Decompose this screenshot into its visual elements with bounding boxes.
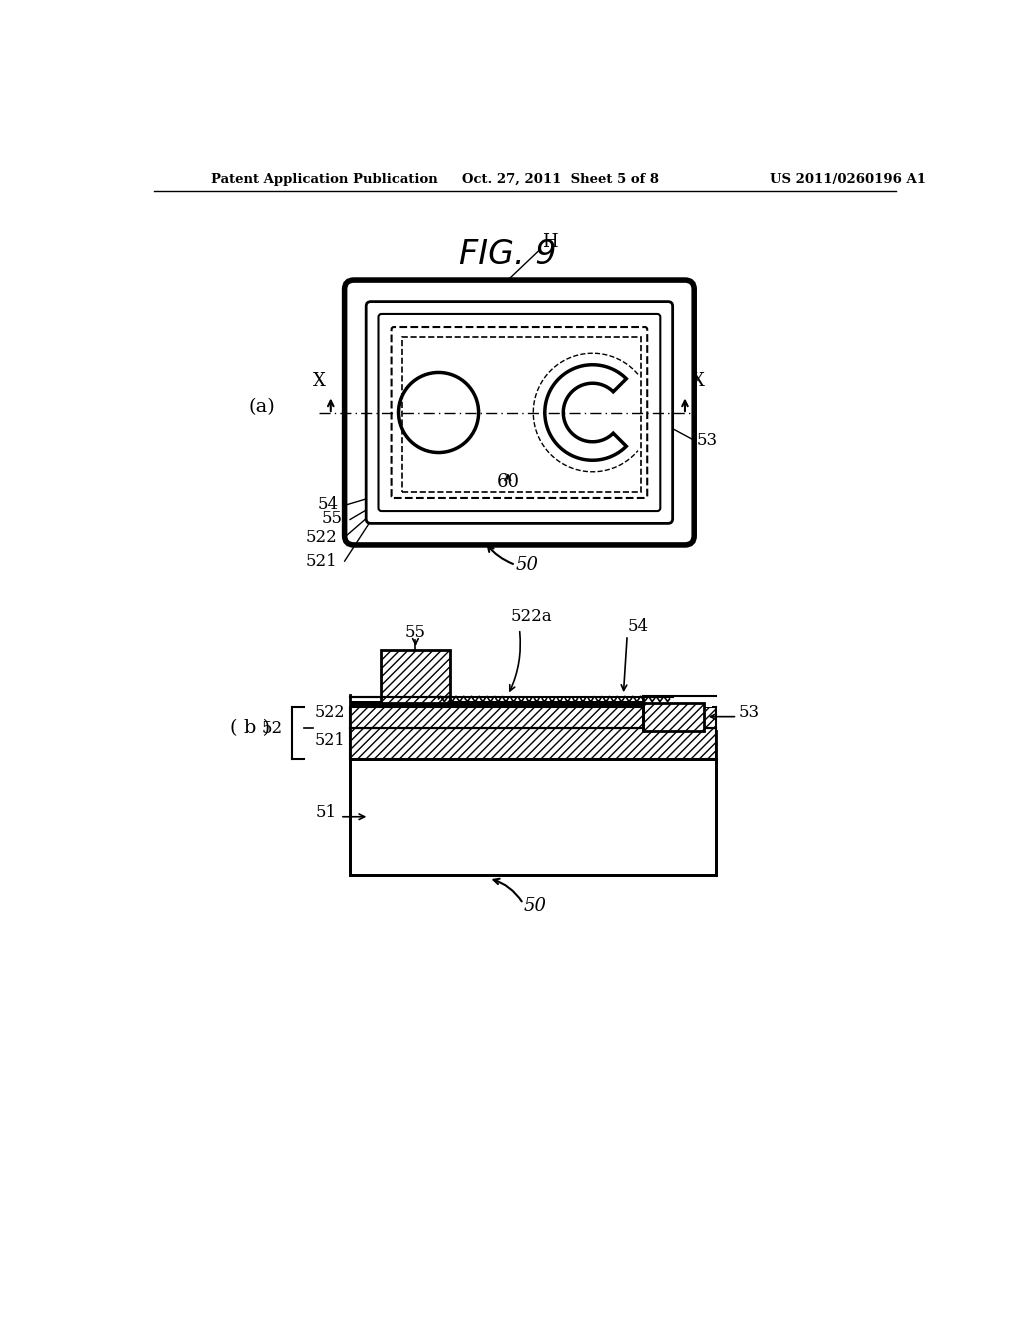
Text: Oct. 27, 2011  Sheet 5 of 8: Oct. 27, 2011 Sheet 5 of 8 [462, 173, 658, 186]
FancyBboxPatch shape [379, 314, 660, 511]
Text: 522: 522 [305, 529, 337, 546]
Text: FIG. 9: FIG. 9 [459, 238, 557, 271]
Bar [643, 702, 705, 730]
FancyBboxPatch shape [367, 302, 673, 524]
Bar [643, 696, 712, 706]
Bar [350, 706, 716, 729]
Text: 522a: 522a [510, 609, 552, 626]
Text: 51: 51 [315, 804, 337, 821]
Text: 50: 50 [523, 896, 547, 915]
Text: (a): (a) [248, 399, 274, 417]
Bar [350, 701, 674, 706]
Text: 55: 55 [322, 511, 342, 528]
Text: X: X [692, 372, 706, 391]
Text: X: X [312, 372, 326, 391]
Text: 54: 54 [628, 618, 648, 635]
Circle shape [544, 363, 642, 462]
Text: 53: 53 [739, 704, 760, 721]
Text: 53: 53 [696, 432, 718, 449]
Text: ( b ): ( b ) [229, 719, 270, 737]
Text: 52: 52 [262, 719, 283, 737]
Text: Patent Application Publication: Patent Application Publication [211, 173, 438, 186]
FancyBboxPatch shape [345, 280, 694, 545]
Text: US 2011/0260196 A1: US 2011/0260196 A1 [770, 173, 926, 186]
Text: 54: 54 [317, 496, 339, 512]
Polygon shape [545, 364, 627, 461]
Text: 522: 522 [314, 705, 345, 722]
Bar [401, 337, 641, 492]
Text: 521: 521 [314, 733, 345, 750]
Text: H: H [543, 232, 558, 251]
Bar [381, 651, 451, 702]
Text: 60: 60 [497, 473, 519, 491]
Bar [350, 729, 716, 759]
Bar [350, 759, 716, 875]
Text: 55: 55 [404, 623, 426, 640]
Text: 521: 521 [305, 553, 337, 570]
FancyBboxPatch shape [391, 327, 647, 498]
Text: 50: 50 [516, 556, 539, 574]
Circle shape [398, 372, 478, 453]
